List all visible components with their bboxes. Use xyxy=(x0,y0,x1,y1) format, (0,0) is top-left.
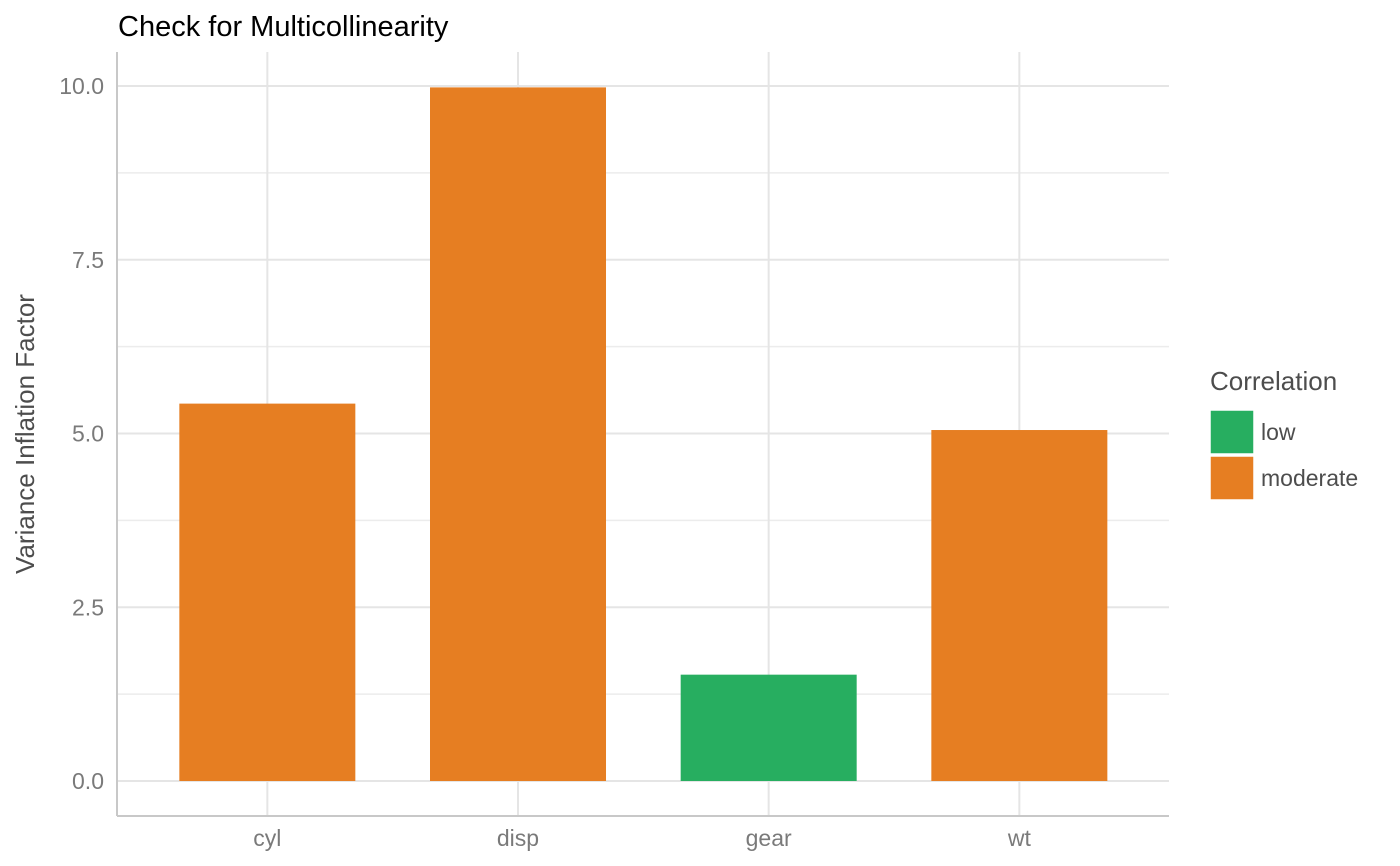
legend-entries: low moderate xyxy=(1209,409,1358,501)
y-tick-label: 0.0 xyxy=(72,768,104,794)
bars-layer xyxy=(179,87,1108,781)
legend-title: Correlation xyxy=(1210,366,1337,396)
y-tick-label: 10.0 xyxy=(59,73,104,99)
legend: Correlation low moderate xyxy=(1209,366,1358,501)
y-tick-label: 7.5 xyxy=(72,247,104,273)
legend-label-moderate: moderate xyxy=(1261,465,1358,491)
legend-key-low xyxy=(1209,409,1255,455)
bar-disp xyxy=(430,87,607,781)
bar-cyl xyxy=(179,403,356,781)
y-tick-label: 2.5 xyxy=(72,594,104,620)
chart-title: Check for Multicollinearity xyxy=(118,11,449,43)
legend-key-moderate xyxy=(1209,455,1255,501)
x-tick-label: wt xyxy=(1007,825,1032,851)
legend-label-low: low xyxy=(1261,419,1296,445)
y-axis-title: Variance Inflation Factor xyxy=(10,294,40,574)
y-tick-label: 5.0 xyxy=(72,421,104,447)
bar-gear xyxy=(680,674,857,781)
axes-layer xyxy=(116,52,1169,817)
x-tick-label: gear xyxy=(746,825,792,851)
bar-wt xyxy=(931,430,1108,781)
ticks-layer: 0.0 2.5 5.0 7.5 10.0 cyl disp gear wt xyxy=(59,73,1031,851)
x-tick-label: disp xyxy=(497,825,539,851)
x-tick-label: cyl xyxy=(253,825,281,851)
